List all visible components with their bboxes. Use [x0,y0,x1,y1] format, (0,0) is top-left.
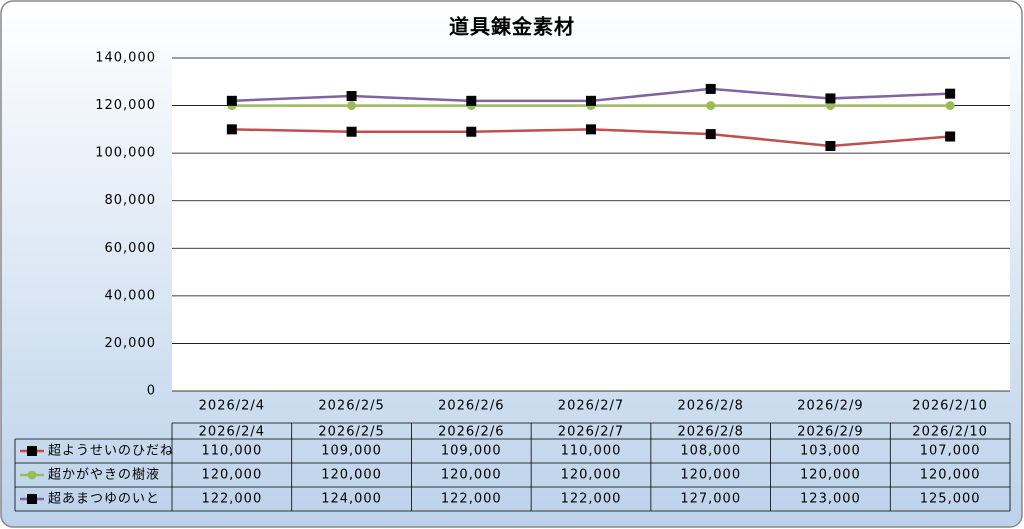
table-value: 109,000 [321,444,382,459]
table-value: 110,000 [201,444,262,459]
data-point [825,93,836,104]
data-point [226,124,237,135]
table-header: 2026/2/9 [797,425,863,440]
table-value: 120,000 [800,468,861,483]
table-value: 123,000 [800,492,861,507]
legend-key-marker [27,494,37,504]
x-tick-label: 2026/2/5 [318,399,384,414]
data-point [825,141,836,152]
legend-label: 超ようせいのひだね [48,444,174,459]
table-value: 120,000 [561,468,622,483]
x-tick-label: 2026/2/4 [199,399,265,414]
data-point [705,129,716,140]
data-point [346,126,357,137]
table-value: 122,000 [201,492,262,507]
table-header: 2026/2/6 [438,425,504,440]
table-header: 2026/2/4 [199,425,265,440]
table-value: 120,000 [680,468,741,483]
table-value: 120,000 [321,468,382,483]
table-value: 127,000 [680,492,741,507]
y-tick-label: 140,000 [95,51,156,66]
table-header: 2026/2/10 [912,425,988,440]
x-tick-label: 2026/2/9 [797,399,863,414]
y-tick-label: 60,000 [105,241,157,256]
table-value: 120,000 [201,468,262,483]
table-value: 125,000 [920,492,981,507]
data-point [466,126,477,137]
data-point [945,131,956,142]
x-tick-label: 2026/2/7 [558,399,624,414]
data-point [466,95,477,106]
table-value: 110,000 [561,444,622,459]
data-point [347,101,357,111]
y-tick-label: 40,000 [105,288,157,303]
x-tick-label: 2026/2/6 [438,399,504,414]
table-value: 103,000 [800,444,861,459]
data-point [945,101,955,111]
y-tick-label: 80,000 [105,193,157,208]
data-point [226,95,237,106]
table-value: 107,000 [920,444,981,459]
table-header: 2026/2/5 [318,425,384,440]
table-value: 124,000 [321,492,382,507]
data-point [945,88,956,99]
legend-key-marker [27,446,37,456]
table-value: 122,000 [561,492,622,507]
table-header: 2026/2/8 [678,425,744,440]
data-point [346,91,357,102]
data-point [705,83,716,94]
table-value: 108,000 [680,444,741,459]
table-value: 109,000 [441,444,502,459]
table-value: 120,000 [441,468,502,483]
plot-area [172,58,1010,391]
table-value: 122,000 [441,492,502,507]
table-value: 120,000 [920,468,981,483]
legend-label: 超あまつゆのいと [48,492,160,507]
x-tick-label: 2026/2/8 [678,399,744,414]
chart-title: 道具錬金素材 [449,15,575,39]
table-header: 2026/2/7 [558,425,624,440]
y-tick-label: 100,000 [95,146,156,161]
y-tick-label: 0 [147,384,156,399]
data-point [586,95,596,106]
legend-label: 超かがやきの樹液 [48,468,160,483]
data-point [706,101,716,111]
y-tick-label: 120,000 [95,98,156,113]
data-point [586,124,596,135]
x-tick-label: 2026/2/10 [912,399,988,414]
legend-key-marker [27,470,37,480]
y-tick-label: 20,000 [105,336,157,351]
